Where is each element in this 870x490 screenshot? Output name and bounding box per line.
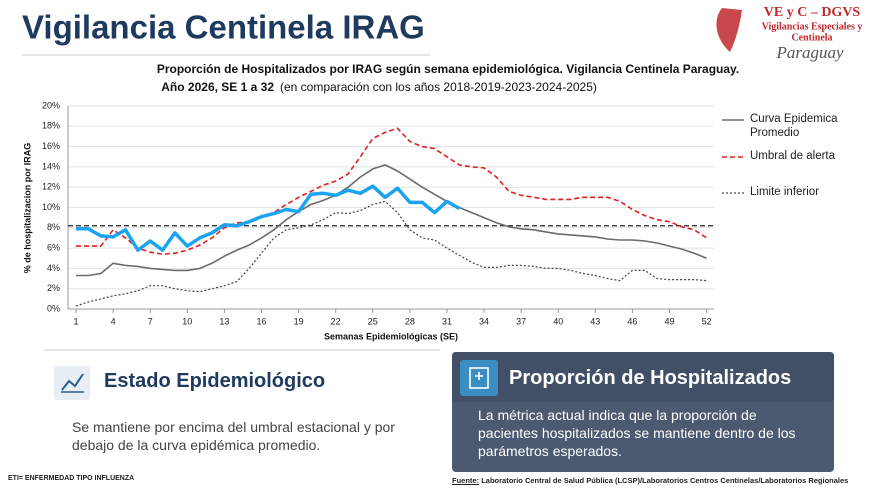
panel-text: Se mantiene por encima del umbral estaci… [72,419,395,453]
x-tick-label: 19 [294,316,304,326]
legend-label: Curva Epidemica Promedio [750,113,838,139]
footer-source: Fuente: Laboratorio Central de Salud Púb… [452,476,848,485]
logo-text: Centinela [791,32,832,43]
y-tick-label: 2% [47,283,60,293]
legend-label: Limite inferior [750,186,820,198]
y-tick-label: 0% [47,303,60,313]
x-tick-label: 43 [590,316,600,326]
chart-title: Proporción de Hospitalizados por IRAG se… [157,62,739,76]
logo-text: Paraguay [775,43,844,62]
footer-note: ETI= ENFERMEDAD TIPO INFLUENZA [8,475,135,482]
x-tick-label: 31 [442,316,452,326]
series-line [76,164,707,277]
building-icon [469,367,489,389]
panel-text: La métrica actual indica que la proporci… [478,407,796,459]
page-title: Vigilancia Centinela IRAG [22,9,425,46]
x-tick-label: 37 [516,316,526,326]
y-tick-label: 4% [47,263,60,273]
series-line [75,200,707,307]
y-tick-label: 18% [42,121,60,131]
x-tick-label: 28 [405,316,415,326]
y-tick-label: 16% [42,141,60,151]
y-tick-label: 12% [42,182,60,192]
legend-item: Curva Epidemica Promedio [722,112,862,140]
y-tick-label: 14% [42,161,60,171]
logo-text: VE y C – DGVS [764,5,861,20]
x-tick-label: 22 [331,316,341,326]
legend-swatch [722,156,744,158]
x-tick-label: 10 [182,316,192,326]
panel-title: Estado Epidemiológico [104,370,326,392]
series-line [76,184,461,252]
y-tick-label: 20% [42,100,60,110]
x-axis-title: Semanas Epidemiológicas (SE) [324,331,458,341]
x-tick-label: 4 [111,316,116,326]
x-tick-label: 46 [627,316,637,326]
info-card-header [452,352,834,402]
legend-item: Umbral de alerta [722,149,862,163]
logo-shape [716,8,742,52]
series-line [76,127,708,255]
x-tick-label: 13 [219,316,229,326]
legend-swatch [722,192,744,194]
x-tick-label: 25 [368,316,378,326]
x-tick-label: 16 [256,316,266,326]
legend-label: Umbral de alerta [750,150,836,162]
panel-title: Proporción de Hospitalizados [509,367,792,389]
legend-item: Limite inferior [722,185,862,199]
x-tick-label: 40 [553,316,563,326]
y-axis-title: % de hospitalizacion por IRAG [22,143,32,274]
chart-subtitle-note: (en comparación con los años 2018-2019-2… [280,80,597,94]
chart-subtitle: Año 2026, SE 1 a 32 [161,80,274,94]
x-tick-label: 52 [702,316,712,326]
x-tick-label: 1 [74,316,79,326]
y-tick-label: 6% [47,242,60,252]
trend-icon [61,373,84,391]
logo-text: Vigilancias Especiales y [762,21,863,32]
y-tick-label: 8% [47,222,60,232]
source-text: Laboratorio Central de Salud Pública (LC… [481,476,849,485]
x-tick-label: 34 [479,316,489,326]
x-tick-label: 7 [148,316,153,326]
legend-swatch [722,119,744,121]
source-label: Fuente: [452,476,480,485]
y-tick-label: 10% [42,202,60,212]
x-tick-label: 49 [664,316,674,326]
